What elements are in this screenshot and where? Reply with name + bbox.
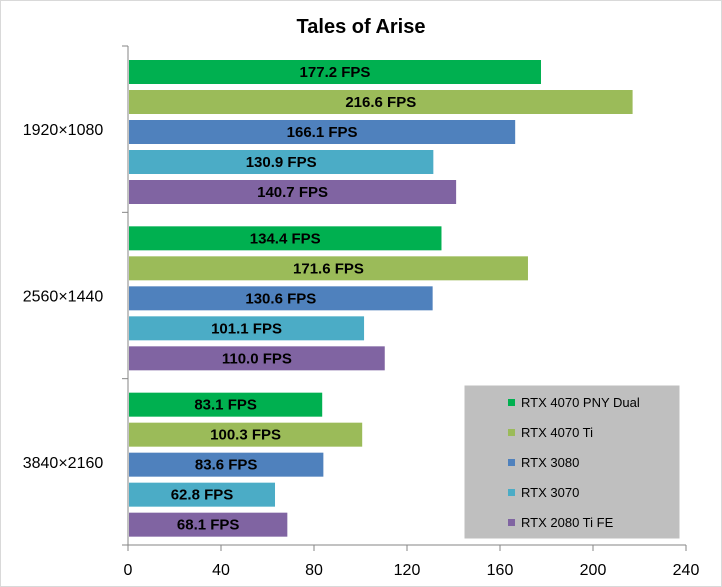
bar: [129, 346, 385, 371]
legend-swatch: [508, 399, 515, 406]
legend-box: [464, 385, 680, 539]
category-label: 3840×2160: [23, 455, 104, 472]
bar: [129, 120, 516, 144]
bar-value-label: 101.1 FPS: [211, 320, 282, 337]
bar: [129, 512, 288, 537]
bar-value-label: 130.9 FPS: [246, 154, 317, 171]
x-tick-label: 40: [212, 562, 230, 579]
bar: [129, 286, 433, 311]
bar: [129, 392, 323, 417]
x-tick-label: 160: [487, 562, 514, 579]
category-label: 1920×1080: [23, 122, 104, 139]
bar: [129, 316, 365, 341]
bar-value-label: 68.1 FPS: [177, 517, 240, 534]
legend-swatch: [508, 459, 515, 466]
legend-swatch: [508, 489, 515, 496]
bar-value-label: 140.7 FPS: [257, 184, 328, 201]
legend-label: RTX 4070 Ti: [521, 425, 593, 440]
category-label: 2560×1440: [23, 289, 104, 306]
x-tick-label: 80: [305, 562, 323, 579]
bar-value-label: 166.1 FPS: [287, 124, 358, 141]
legend-label: RTX 2080 Ti FE: [521, 515, 614, 530]
bar-value-label: 177.2 FPS: [300, 64, 371, 81]
bar-value-label: 171.6 FPS: [293, 260, 364, 277]
legend-label: RTX 4070 PNY Dual: [521, 395, 640, 410]
bar-value-label: 110.0 FPS: [222, 350, 292, 367]
bar-value-label: 100.3 FPS: [210, 427, 281, 444]
chart-title: Tales of Arise: [297, 16, 426, 38]
x-tick-label: 0: [124, 562, 133, 579]
legend-swatch: [508, 519, 515, 526]
legend-label: RTX 3070: [521, 485, 579, 500]
bar: [129, 180, 457, 204]
bar: [129, 422, 363, 447]
x-tick-label: 200: [580, 562, 607, 579]
bar-value-label: 83.6 FPS: [195, 457, 258, 474]
bar: [129, 226, 442, 251]
bar-value-label: 62.8 FPS: [171, 487, 234, 504]
bar: [129, 482, 276, 507]
bar: [129, 452, 324, 477]
bar-value-label: 83.1 FPS: [194, 397, 257, 414]
bar: [129, 256, 528, 281]
legend-swatch: [508, 429, 515, 436]
plot-area: 0 40 80 120 160 200 240 1920×1080 177.2 FPS 216.6…: [23, 45, 700, 579]
bar: [129, 60, 541, 84]
x-tick-label: 240: [673, 562, 700, 579]
legend-label: RTX 3080: [521, 455, 579, 470]
bar: [129, 90, 633, 114]
x-tick-label: 120: [394, 562, 421, 579]
bar: [129, 150, 434, 174]
bar-value-label: 134.4 FPS: [250, 230, 321, 247]
bar-value-label: 130.6 FPS: [245, 290, 316, 307]
bar-value-label: 216.6 FPS: [345, 94, 416, 111]
